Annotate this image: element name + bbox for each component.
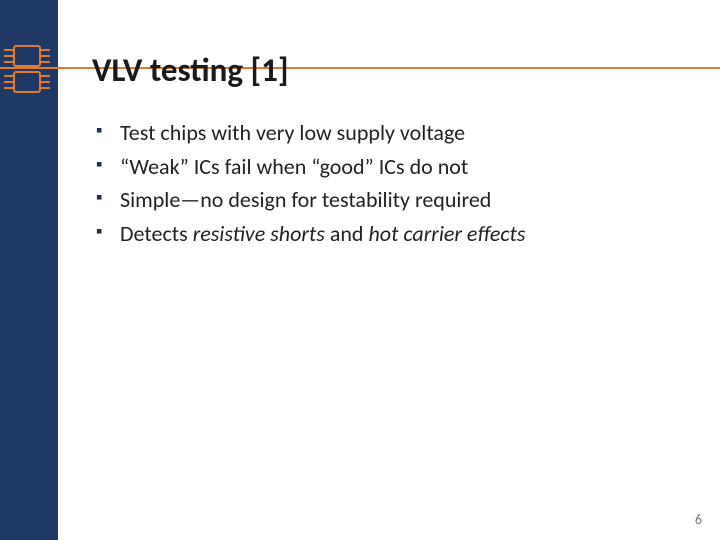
bullet-list: Test chips with very low supply voltage … [92, 118, 690, 249]
bullet-text: Test chips with very low supply voltage [120, 119, 465, 146]
slide-title: VLV testing [1] [92, 50, 690, 90]
list-item: “Weak” ICs fail when “good” ICs do not [92, 152, 690, 182]
bullet-text-italic: resistive shorts [193, 220, 325, 247]
list-item: Simple—no design for testability require… [92, 185, 690, 215]
page-number: 6 [695, 511, 702, 528]
slide-content: VLV testing [1] Test chips with very low… [92, 50, 690, 253]
bullet-text-prefix: Detects [120, 220, 193, 247]
list-item: Detects resistive shorts and hot carrier… [92, 219, 690, 249]
bullet-text-mid: and [325, 220, 369, 247]
bullet-text: Simple—no design for testability require… [120, 186, 491, 213]
list-item: Test chips with very low supply voltage [92, 118, 690, 148]
bullet-text: “Weak” ICs fail when “good” ICs do not [120, 153, 468, 180]
bullet-text-italic: hot carrier effects [368, 220, 525, 247]
chip-icon-bottom [0, 62, 60, 102]
